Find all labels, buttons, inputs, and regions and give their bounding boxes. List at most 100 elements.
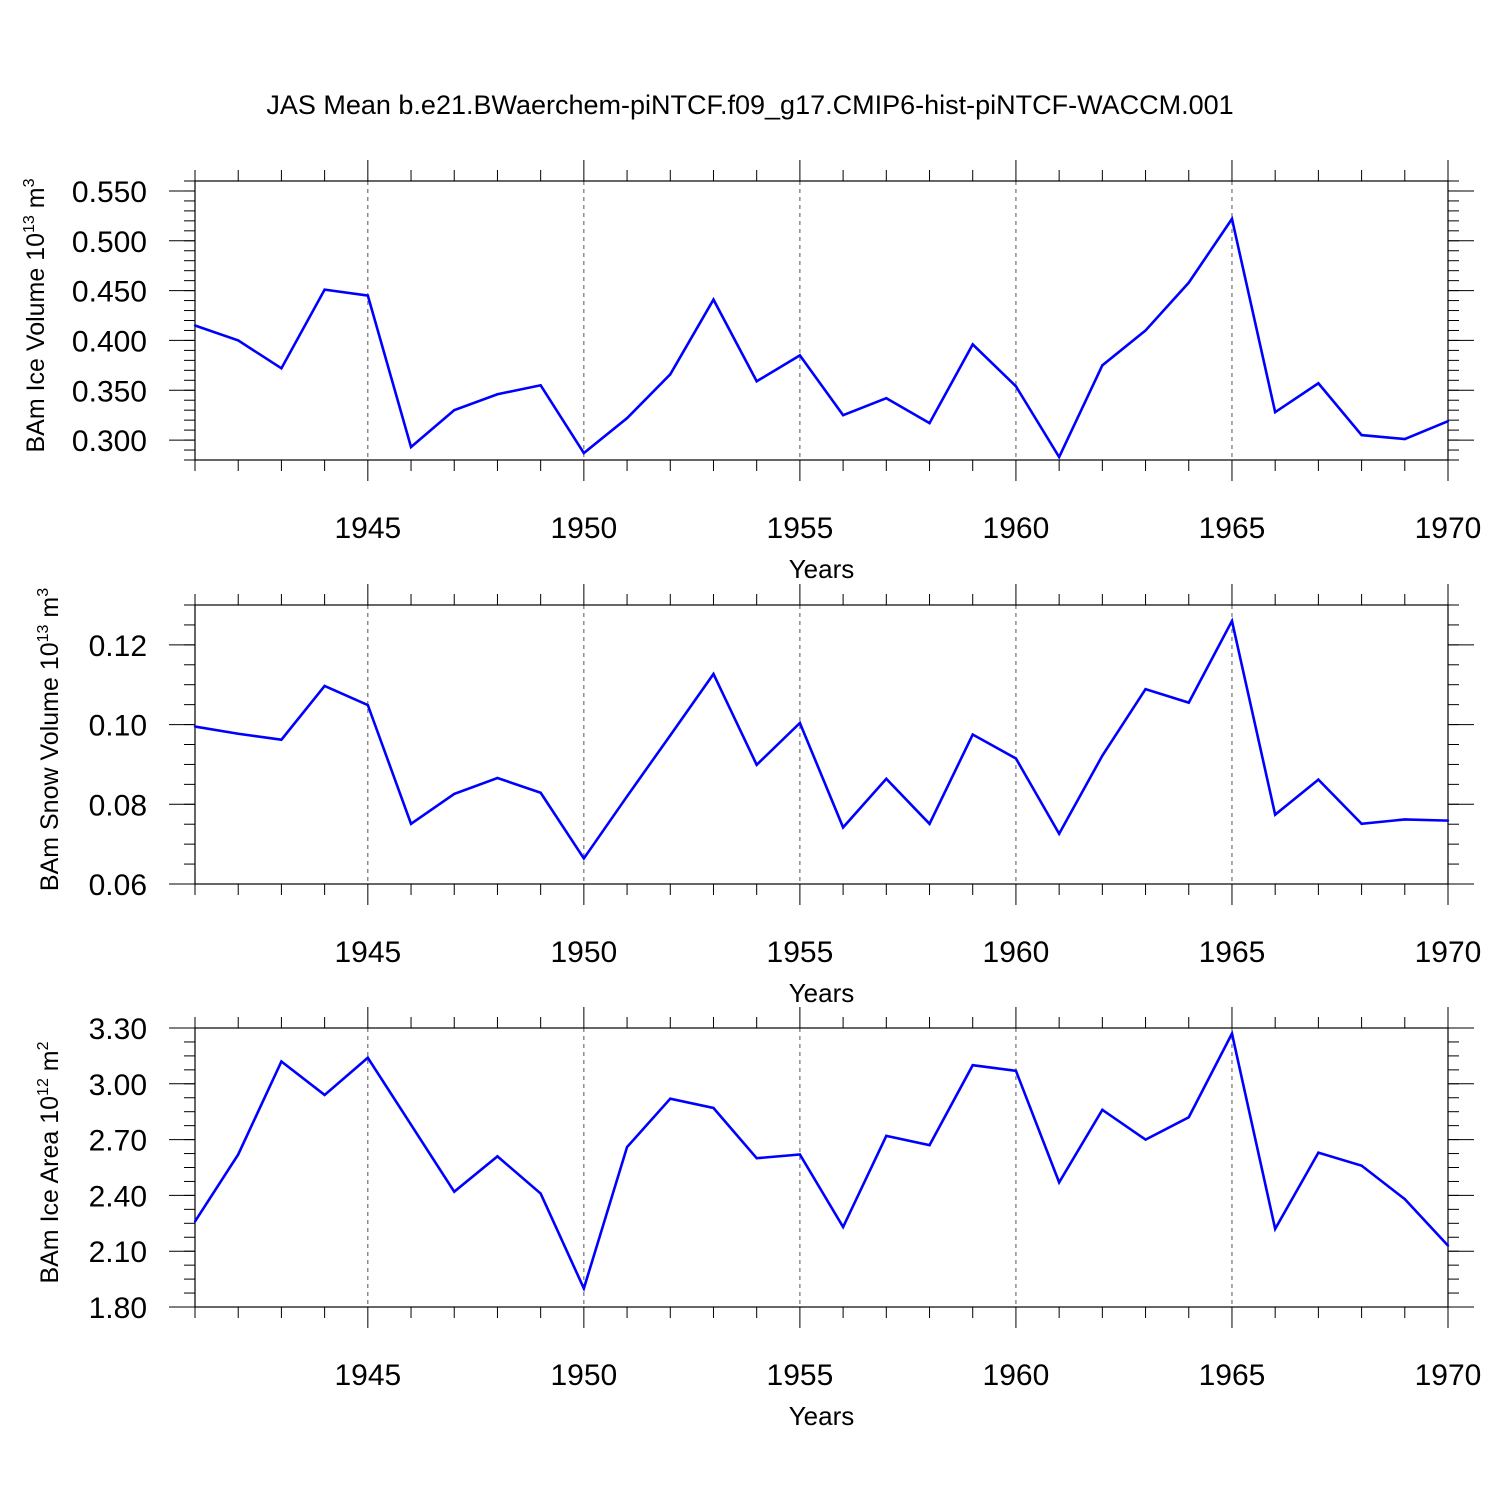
panel-2: 1945 1950 1955 1960 1965 1970 Years 0.06 0.08 0.1… bbox=[35, 584, 1481, 1008]
data-point bbox=[1101, 364, 1104, 367]
data-point bbox=[1403, 818, 1406, 821]
y-axis-label-main: BAm Ice Area 10 bbox=[36, 1096, 64, 1284]
data-point bbox=[237, 732, 240, 735]
y-tick-label: 0.08 bbox=[89, 789, 147, 822]
data-point bbox=[1317, 1151, 1320, 1154]
data-point bbox=[798, 354, 802, 357]
data-point bbox=[755, 1157, 758, 1160]
data-point bbox=[1230, 1032, 1234, 1035]
data-point bbox=[1187, 281, 1190, 284]
y-tick-label: 0.12 bbox=[89, 630, 147, 663]
data-point bbox=[323, 1093, 326, 1097]
y-axis-label: BAm Snow Volume 1013 m3 bbox=[35, 588, 64, 891]
x-axis-label: Years bbox=[789, 1401, 855, 1431]
data-point bbox=[1360, 433, 1363, 437]
y-axis-label: BAm Ice Area 1012 m2 bbox=[35, 1041, 64, 1283]
x-tick-label: 1965 bbox=[1199, 936, 1266, 969]
data-point bbox=[798, 1153, 802, 1156]
x-tick-label: 1960 bbox=[983, 512, 1050, 545]
x-tick-label: 1945 bbox=[334, 512, 401, 545]
data-point bbox=[625, 795, 629, 798]
y-tick-label: 3.30 bbox=[89, 1013, 147, 1046]
x-tick-label: 1950 bbox=[550, 936, 617, 969]
y-tick-label: 0.450 bbox=[72, 276, 147, 309]
data-point bbox=[1446, 819, 1450, 822]
data-point bbox=[625, 416, 629, 420]
data-point bbox=[1273, 410, 1277, 414]
y-axis-label-main: BAm Snow Volume 10 bbox=[36, 642, 64, 891]
data-point bbox=[625, 1145, 629, 1149]
data-point bbox=[539, 791, 542, 794]
data-point bbox=[1230, 217, 1234, 221]
data-point bbox=[1014, 1069, 1018, 1072]
data-point bbox=[1403, 437, 1406, 441]
data-point bbox=[1317, 778, 1320, 781]
y-axis-label: BAm Ice Volume 1013 m3 bbox=[21, 178, 50, 452]
data-point bbox=[1360, 822, 1363, 826]
x-tick-label: 1970 bbox=[1415, 1359, 1482, 1392]
data-point bbox=[280, 1060, 283, 1063]
data-point bbox=[841, 413, 845, 417]
data-point bbox=[582, 1287, 586, 1290]
x-tick-label: 1965 bbox=[1199, 1359, 1266, 1392]
data-point bbox=[496, 776, 499, 780]
x-tick-label: 1955 bbox=[767, 1359, 834, 1392]
x-tick-label: 1945 bbox=[334, 936, 401, 969]
data-point bbox=[366, 294, 370, 297]
y-axis-label-unit: m bbox=[36, 597, 64, 625]
y-tick-label: 3.00 bbox=[89, 1069, 147, 1102]
data-point bbox=[669, 1097, 672, 1100]
x-axis-label: Years bbox=[789, 978, 855, 1008]
data-point bbox=[1230, 619, 1234, 623]
data-point bbox=[1057, 832, 1061, 835]
data-point bbox=[237, 339, 240, 342]
data-point bbox=[409, 822, 413, 826]
panel-3: 1945 1950 1955 1960 1965 1970 Years 1.80 2.10 2.4… bbox=[35, 1007, 1481, 1431]
data-point bbox=[496, 1155, 499, 1158]
data-point bbox=[1144, 329, 1147, 332]
data-point bbox=[755, 763, 758, 767]
data-point bbox=[1057, 455, 1061, 459]
data-point bbox=[712, 1106, 715, 1110]
series-line-1 bbox=[194, 215, 1449, 460]
data-point bbox=[539, 384, 542, 387]
data-point bbox=[366, 1056, 370, 1059]
y-tick-label: 2.40 bbox=[89, 1180, 147, 1213]
data-point bbox=[237, 1153, 240, 1156]
y-tick-label: 0.300 bbox=[72, 425, 147, 458]
x-tick-label: 1955 bbox=[767, 936, 834, 969]
data-point bbox=[453, 792, 456, 796]
data-point bbox=[755, 380, 758, 383]
data-point bbox=[193, 1220, 197, 1223]
y-tick-label: 2.70 bbox=[89, 1125, 147, 1158]
data-point bbox=[971, 1064, 974, 1067]
data-point bbox=[539, 1192, 542, 1195]
y-axis-label-unit: m bbox=[36, 1050, 64, 1078]
data-point bbox=[193, 324, 197, 327]
y-tick-label: 2.10 bbox=[89, 1236, 147, 1269]
data-point bbox=[1014, 757, 1018, 760]
x-tick-label: 1955 bbox=[767, 512, 834, 545]
data-point bbox=[1446, 419, 1450, 423]
series-line-1 bbox=[193, 1029, 1449, 1293]
y-tick-label: 0.10 bbox=[89, 710, 147, 743]
x-tick-label: 1960 bbox=[983, 936, 1050, 969]
data-point bbox=[366, 703, 370, 707]
y-axis-label-unit: m bbox=[22, 187, 50, 215]
data-point bbox=[280, 738, 283, 741]
y-axis-label-exponent: 13 bbox=[35, 624, 52, 642]
y-axis-label-unit-exponent: 3 bbox=[21, 178, 38, 187]
data-point bbox=[885, 777, 888, 780]
data-point bbox=[928, 421, 931, 425]
data-point bbox=[885, 397, 888, 400]
x-tick-label: 1965 bbox=[1199, 512, 1266, 545]
data-point bbox=[1144, 687, 1147, 691]
data-point bbox=[928, 1143, 931, 1147]
y-tick-label: 0.06 bbox=[89, 869, 147, 902]
data-point bbox=[409, 1123, 413, 1126]
series-line-1 bbox=[194, 617, 1449, 861]
data-point bbox=[1014, 385, 1018, 388]
data-point bbox=[582, 857, 586, 860]
data-point bbox=[453, 408, 456, 412]
